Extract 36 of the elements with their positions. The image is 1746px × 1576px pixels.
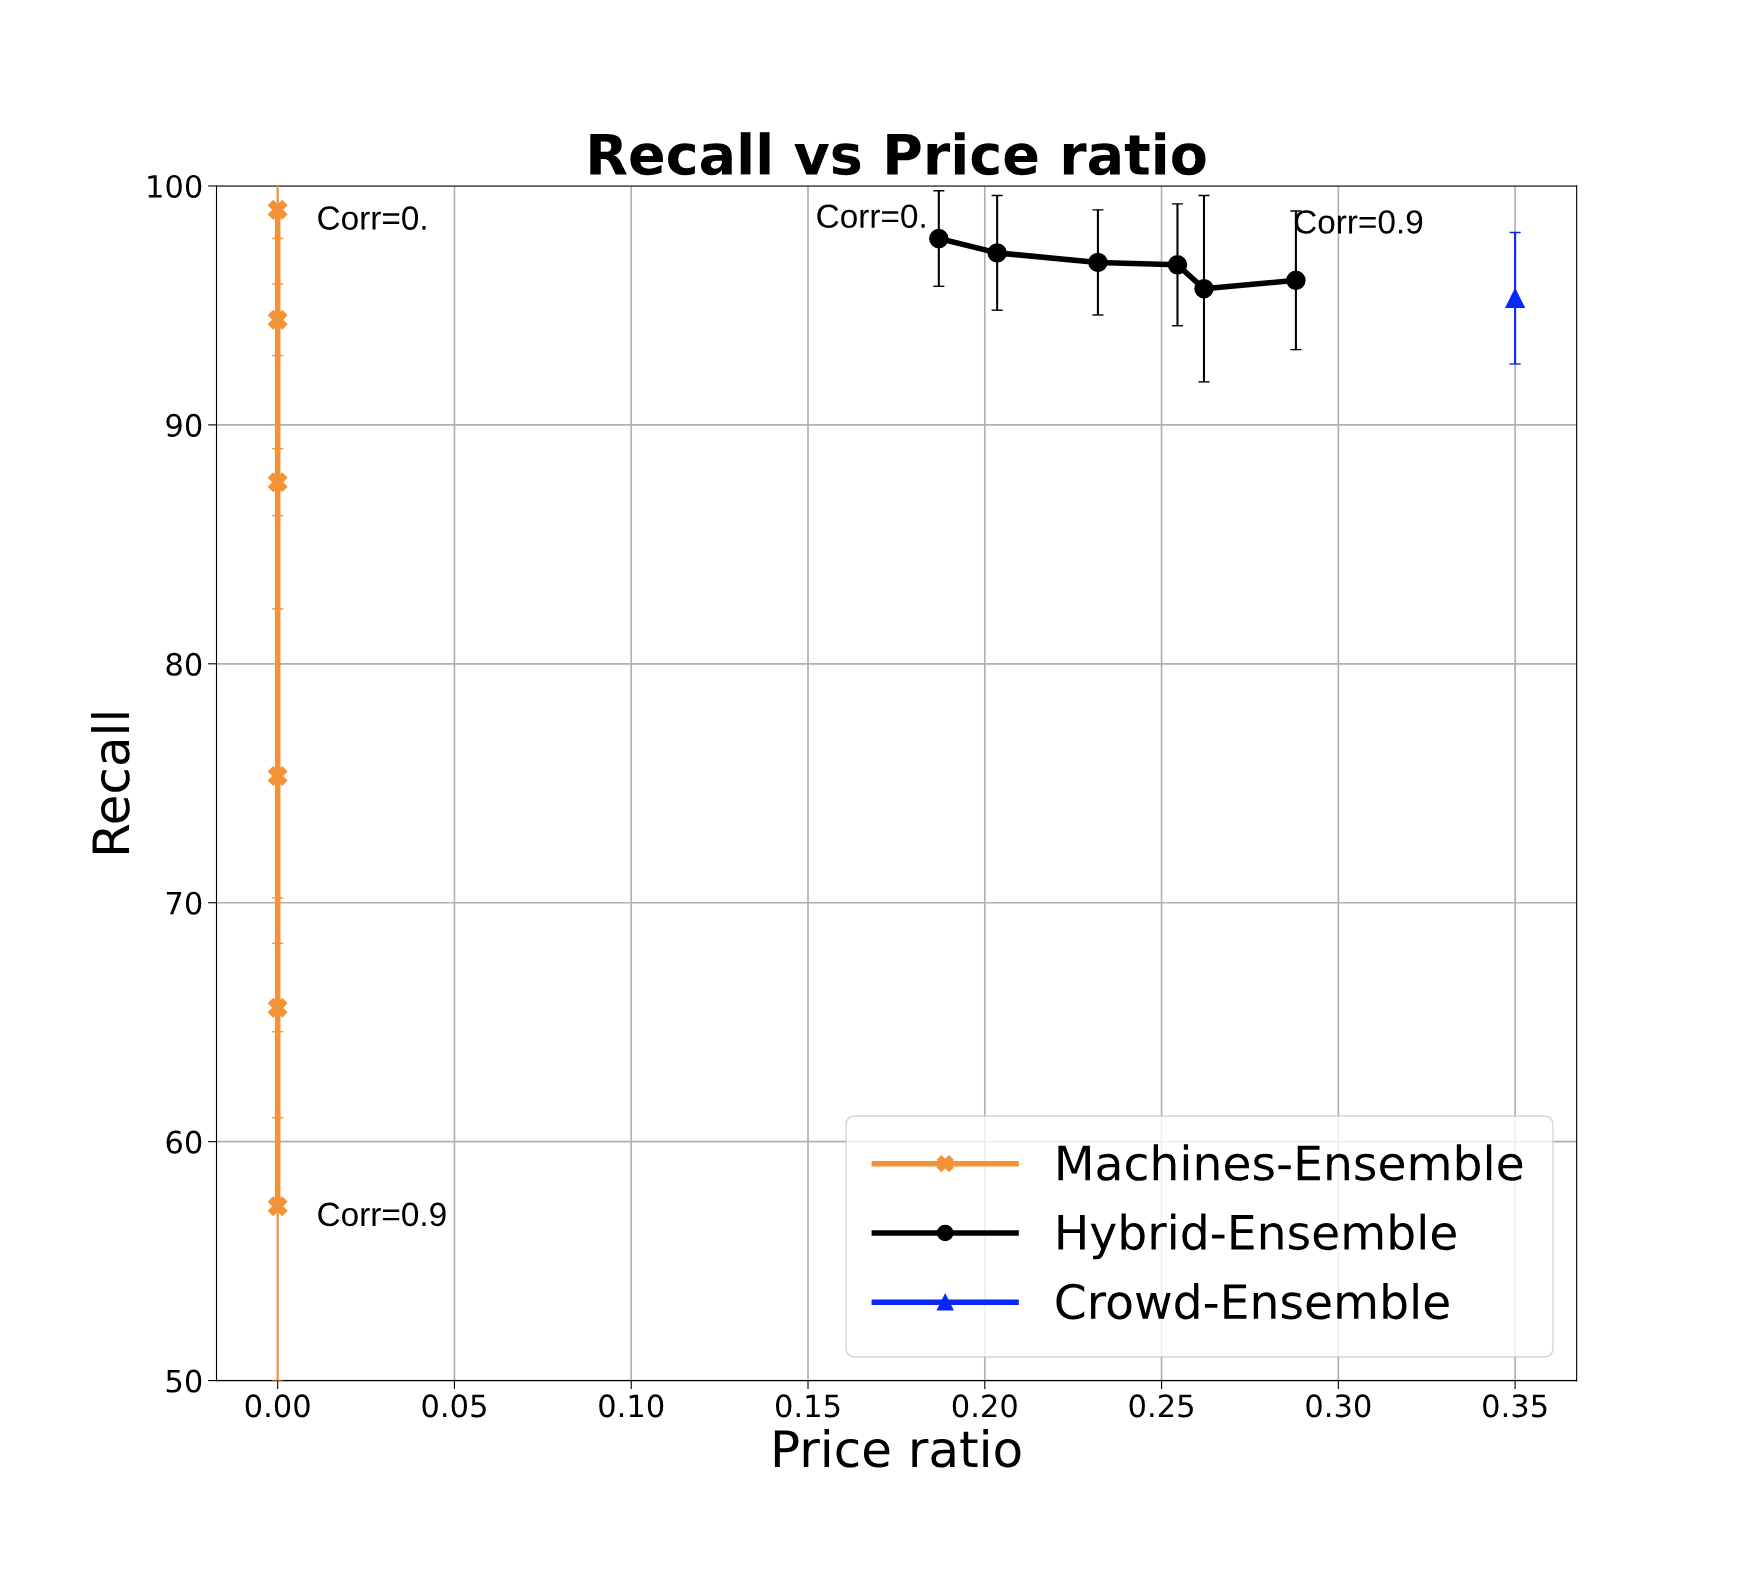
- point: [267, 998, 288, 1018]
- chart-title: Recall vs Price ratio: [590, 132, 1206, 176]
- x-tick-label: 0.25: [1129, 1394, 1193, 1418]
- point: [1167, 255, 1188, 275]
- x-tick-label: 0.15: [776, 1394, 840, 1418]
- legend-label: Machines-Ensemble: [1058, 1144, 1523, 1181]
- point: [1505, 288, 1525, 308]
- point: [267, 1196, 288, 1216]
- annotation: Corr=0.9: [318, 1202, 446, 1227]
- point: [1286, 270, 1306, 291]
- x-tick-label: 0.10: [599, 1394, 664, 1418]
- x-axis-title: Price ratio: [774, 1428, 1021, 1468]
- y-tick-label: 60: [166, 1130, 202, 1154]
- legend-label: Hybrid-Ensemble: [1058, 1213, 1456, 1260]
- y-tick-label: 80: [166, 652, 202, 676]
- x-tick-label: 0.05: [422, 1394, 486, 1418]
- point: [1088, 252, 1108, 273]
- legend-label: Crowd-Ensemble: [1056, 1282, 1449, 1320]
- y-tick-label: 100: [148, 174, 202, 199]
- y-tick-label: 90: [166, 413, 202, 437]
- point: [267, 310, 288, 330]
- point: [929, 228, 949, 249]
- x-tick-label: 0.35: [1483, 1394, 1547, 1418]
- x-tick-label: 0.30: [1306, 1394, 1371, 1418]
- annotation: Corr=0.: [318, 206, 426, 230]
- y-tick-label: 70: [166, 891, 202, 915]
- point: [1194, 278, 1214, 299]
- point: [987, 243, 1007, 263]
- annotation: Corr=0.: [817, 204, 925, 229]
- point: [267, 472, 288, 492]
- x-tick-label: 0.00: [245, 1394, 310, 1418]
- point: [267, 200, 288, 220]
- y-tick-label: 50: [166, 1369, 202, 1393]
- x-tick-label: 0.20: [952, 1394, 1017, 1418]
- point: [267, 766, 288, 786]
- y-axis-title: Recall: [91, 713, 130, 853]
